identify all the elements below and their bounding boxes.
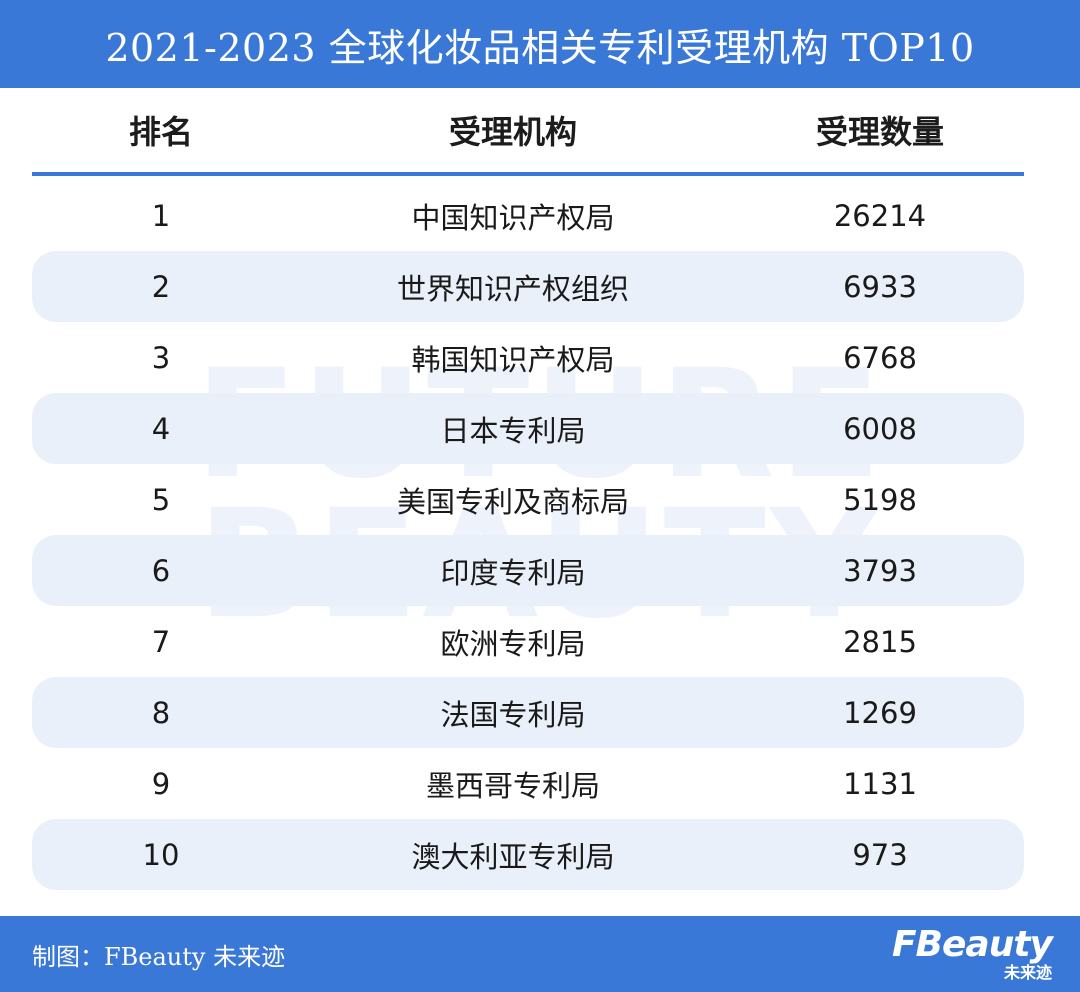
table-row: 10 澳大利亚专利局 973 <box>32 819 1024 890</box>
rank-cell: 2 <box>151 269 171 304</box>
rank-cell: 5 <box>151 482 171 517</box>
rank-cell: 4 <box>151 411 171 446</box>
count-cell: 3793 <box>843 553 917 588</box>
rank-cell: 1 <box>151 198 171 233</box>
org-cell: 中国知识产权局 <box>411 200 615 235</box>
table-row: 8 法国专利局 1269 <box>32 677 1024 748</box>
header-bar: 2021-2023 全球化妆品相关专利受理机构 TOP10 <box>0 0 1080 88</box>
column-header-rank: 排名 <box>128 113 193 151</box>
org-cell: 印度专利局 <box>440 555 586 590</box>
org-cell: 韩国知识产权局 <box>411 342 615 377</box>
count-cell: 6933 <box>843 269 917 304</box>
table-header-row: 排名 受理机构 受理数量 <box>32 88 1024 176</box>
column-header-org: 受理机构 <box>448 113 577 151</box>
brand-logo-subtitle: 未来迹 <box>1003 963 1052 982</box>
table-body: 1 中国知识产权局 26214 2 世界知识产权组织 6933 3 韩国知识产权… <box>32 176 1024 890</box>
table-row: 7 欧洲专利局 2815 <box>32 606 1024 677</box>
rank-cell: 3 <box>151 340 171 375</box>
count-cell: 1131 <box>843 766 917 801</box>
table-row: 5 美国专利及商标局 5198 <box>32 464 1024 535</box>
table-row: 9 墨西哥专利局 1131 <box>32 748 1024 819</box>
table-row: 2 世界知识产权组织 6933 <box>32 251 1024 322</box>
rank-cell: 8 <box>151 695 171 730</box>
brand-logo-wordmark: FBeauty <box>891 924 1053 965</box>
org-cell: 墨西哥专利局 <box>425 768 600 803</box>
org-cell: 澳大利亚专利局 <box>411 839 615 874</box>
rank-cell: 6 <box>151 553 171 588</box>
org-cell: 美国专利及商标局 <box>396 484 629 519</box>
table-row: 1 中国知识产权局 26214 <box>32 180 1024 251</box>
footer-bar: 制图：FBeauty 未来迹 FBeauty 未来迹 <box>0 916 1080 992</box>
org-cell: 欧洲专利局 <box>440 626 586 661</box>
count-cell: 26214 <box>833 198 927 233</box>
footer-credit: 制图：FBeauty 未来迹 <box>32 942 286 971</box>
page-title: 2021-2023 全球化妆品相关专利受理机构 TOP10 <box>105 25 975 70</box>
count-cell: 6008 <box>843 411 917 446</box>
table-row: 3 韩国知识产权局 6768 <box>32 322 1024 393</box>
table-row: 4 日本专利局 6008 <box>32 393 1024 464</box>
org-cell: 日本专利局 <box>440 413 586 448</box>
rank-cell: 9 <box>151 766 171 801</box>
rank-cell: 7 <box>151 624 171 659</box>
table-row: 6 印度专利局 3793 <box>32 535 1024 606</box>
count-cell: 6768 <box>843 340 917 375</box>
org-cell: 世界知识产权组织 <box>396 271 629 306</box>
column-header-count: 受理数量 <box>815 113 944 151</box>
count-cell: 2815 <box>843 624 917 659</box>
brand-logo: FBeauty 未来迹 <box>891 924 1053 982</box>
count-cell: 973 <box>852 837 908 872</box>
count-cell: 5198 <box>843 482 917 517</box>
count-cell: 1269 <box>843 695 917 730</box>
rank-cell: 10 <box>142 837 180 872</box>
org-cell: 法国专利局 <box>440 697 586 732</box>
ranking-table: 排名 受理机构 受理数量 1 中国知识产权局 26214 2 世界知识产权组织 … <box>32 88 1024 890</box>
